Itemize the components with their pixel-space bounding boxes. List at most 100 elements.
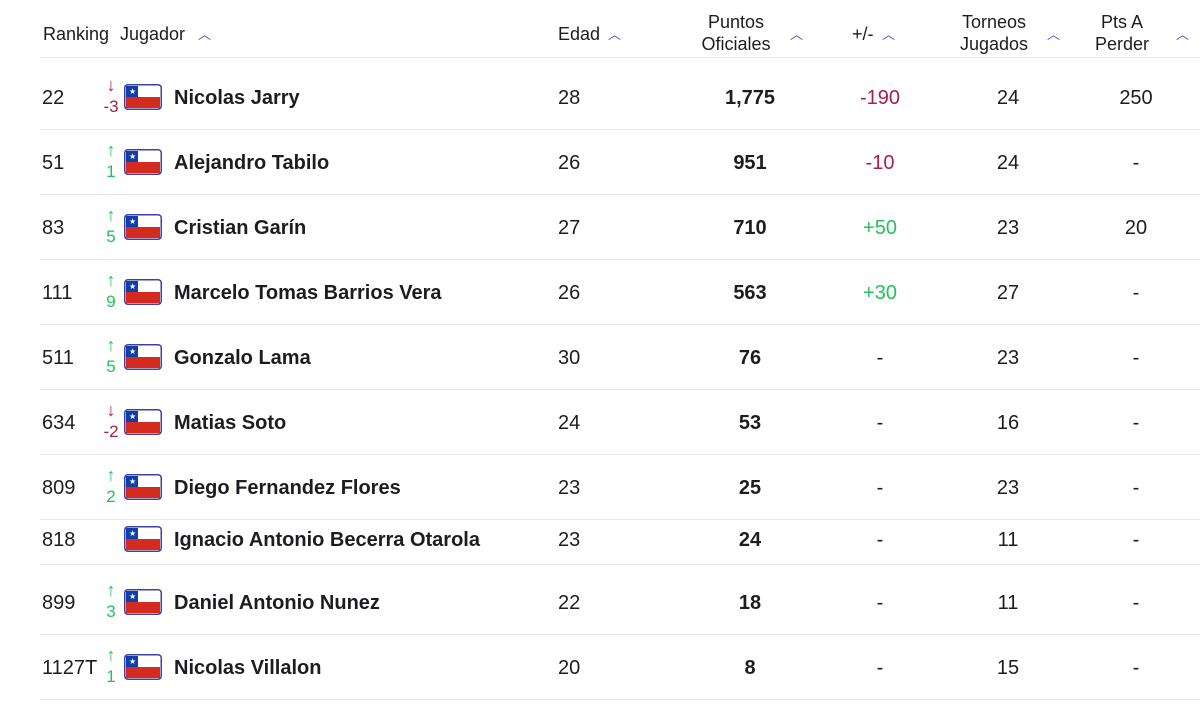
- table-row[interactable]: 1127T ↑ 1 ★ Nicolas Villalon 20 8 - 15 -: [0, 635, 1200, 700]
- table-row[interactable]: 22 ↓ -3 ★ Nicolas Jarry 28 1,775 -190 24 250: [0, 65, 1200, 130]
- rank-value: 83: [42, 216, 65, 239]
- player-name[interactable]: Alejandro Tabilo: [174, 151, 330, 174]
- row-divider: [40, 389, 1200, 390]
- header-puntos-oficiales[interactable]: Puntos Oficiales: [690, 11, 782, 55]
- points-value: 76: [738, 346, 762, 369]
- points-value: 8: [744, 656, 756, 679]
- rank-movement: 5: [106, 356, 116, 376]
- header-perder-line1: Pts A: [1100, 12, 1144, 32]
- chevron-up-icon[interactable]: ︿: [1176, 27, 1190, 42]
- points-to-lose: -: [1132, 476, 1140, 499]
- player-name[interactable]: Gonzalo Lama: [174, 346, 311, 369]
- points-value: 18: [738, 591, 762, 614]
- tournaments-value: 27: [996, 281, 1020, 304]
- points-to-lose: -: [1132, 529, 1140, 551]
- chile-flag-icon: ★: [124, 278, 162, 305]
- tournaments-value: 23: [996, 346, 1020, 369]
- chevron-up-icon[interactable]: ︿: [608, 27, 622, 42]
- header-torneos-jugados[interactable]: Torneos Jugados: [948, 11, 1040, 55]
- age-value: 20: [558, 656, 581, 679]
- points-to-lose: 250: [1119, 86, 1153, 109]
- arrow-up-icon: ↑: [106, 579, 116, 600]
- chile-flag-icon: ★: [124, 653, 162, 680]
- chile-flag-icon: ★: [124, 83, 162, 110]
- tournaments-value: 16: [996, 411, 1020, 434]
- rank-movement: -3: [103, 96, 119, 116]
- age-value: 27: [558, 216, 581, 239]
- table-row[interactable]: 899 ↑ 3 ★ Daniel Antonio Nunez 22 18 - 11 -: [0, 570, 1200, 635]
- row-divider: [40, 454, 1200, 455]
- points-value: 951: [733, 151, 767, 174]
- tournaments-value: 23: [996, 476, 1020, 499]
- age-value: 30: [558, 346, 581, 369]
- age-value: 28: [558, 86, 581, 109]
- points-diff: -: [876, 656, 884, 679]
- points-to-lose: -: [1132, 346, 1140, 369]
- points-to-lose: -: [1132, 591, 1140, 614]
- rank-value: 818: [42, 529, 76, 551]
- player-name[interactable]: Nicolas Jarry: [174, 86, 300, 109]
- points-value: 25: [738, 476, 762, 499]
- header-jugador[interactable]: Jugador: [120, 24, 186, 44]
- header-ranking[interactable]: Ranking: [43, 24, 110, 44]
- chile-flag-icon: ★: [124, 343, 162, 370]
- table-row[interactable]: 809 ↑ 2 ★ Diego Fernandez Flores 23 25 - 23 -: [0, 455, 1200, 520]
- points-to-lose: -: [1132, 281, 1140, 304]
- arrow-up-icon: ↑: [106, 269, 116, 290]
- row-divider: [40, 129, 1200, 130]
- tournaments-value: 24: [996, 151, 1020, 174]
- chile-flag-icon: ★: [124, 526, 162, 552]
- table-row[interactable]: 634 ↓ -2 ★ Matias Soto 24 53 - 16 -: [0, 390, 1200, 455]
- points-diff: -: [876, 411, 884, 434]
- points-to-lose: -: [1132, 411, 1140, 434]
- rank-movement: 2: [106, 486, 116, 506]
- chevron-up-icon[interactable]: ︿: [198, 27, 212, 42]
- arrow-down-icon: ↓: [106, 399, 116, 420]
- chile-flag-icon: ★: [124, 408, 162, 435]
- arrow-up-icon: ↑: [106, 464, 116, 485]
- chile-flag-icon: ★: [124, 213, 162, 240]
- rank-value: 1127T: [42, 656, 98, 679]
- player-name[interactable]: Diego Fernandez Flores: [174, 476, 401, 499]
- rank-value: 22: [42, 86, 65, 109]
- header-pts-a-perder[interactable]: Pts A Perder: [1086, 11, 1158, 55]
- rank-value: 511: [42, 346, 74, 369]
- rank-value: 51: [42, 151, 65, 174]
- header-diff[interactable]: +/-: [852, 24, 874, 44]
- table-row[interactable]: 511 ↑ 5 ★ Gonzalo Lama 30 76 - 23 -: [0, 325, 1200, 390]
- rank-movement: 3: [106, 601, 116, 621]
- player-name[interactable]: Daniel Antonio Nunez: [174, 591, 380, 614]
- points-diff: -: [876, 476, 884, 499]
- points-value: 53: [738, 411, 762, 434]
- arrow-up-icon: ↑: [106, 644, 116, 665]
- rank-value: 634: [42, 411, 76, 434]
- row-divider: [40, 259, 1200, 260]
- header-divider: [40, 57, 1200, 58]
- age-value: 22: [558, 591, 581, 614]
- rank-movement: 1: [106, 666, 116, 686]
- table-row[interactable]: 83 ↑ 5 ★ Cristian Garín 27 710 +50 23 20: [0, 195, 1200, 260]
- points-value: 563: [733, 281, 767, 304]
- table-row[interactable]: 111 ↑ 9 ★ Marcelo Tomas Barrios Vera 26 563 +30…: [0, 260, 1200, 325]
- arrow-up-icon: ↑: [106, 139, 116, 160]
- player-name[interactable]: Ignacio Antonio Becerra Otarola: [174, 529, 480, 551]
- player-name[interactable]: Nicolas Villalon: [174, 656, 322, 679]
- chevron-up-icon[interactable]: ︿: [882, 27, 896, 42]
- age-value: 26: [558, 281, 581, 304]
- chevron-up-icon[interactable]: ︿: [790, 27, 804, 42]
- row-divider: [40, 519, 1200, 520]
- table-row[interactable]: 818 ★ Ignacio Antonio Becerra Otarola 23 24 -…: [0, 515, 1200, 565]
- row-divider: [40, 194, 1200, 195]
- age-value: 23: [558, 476, 581, 499]
- chevron-up-icon[interactable]: ︿: [1047, 27, 1061, 42]
- player-name[interactable]: Marcelo Tomas Barrios Vera: [174, 281, 442, 304]
- points-diff: -190: [859, 86, 901, 109]
- rank-movement: -2: [103, 421, 119, 441]
- header-edad[interactable]: Edad: [558, 24, 601, 44]
- player-name[interactable]: Cristian Garín: [174, 216, 307, 239]
- arrow-up-icon: ↑: [106, 204, 116, 225]
- table-row[interactable]: 51 ↑ 1 ★ Alejandro Tabilo 26 951 -10 24 -: [0, 130, 1200, 195]
- player-name[interactable]: Matias Soto: [174, 411, 287, 434]
- rank-movement: 9: [106, 291, 116, 311]
- points-to-lose: 20: [1124, 216, 1148, 239]
